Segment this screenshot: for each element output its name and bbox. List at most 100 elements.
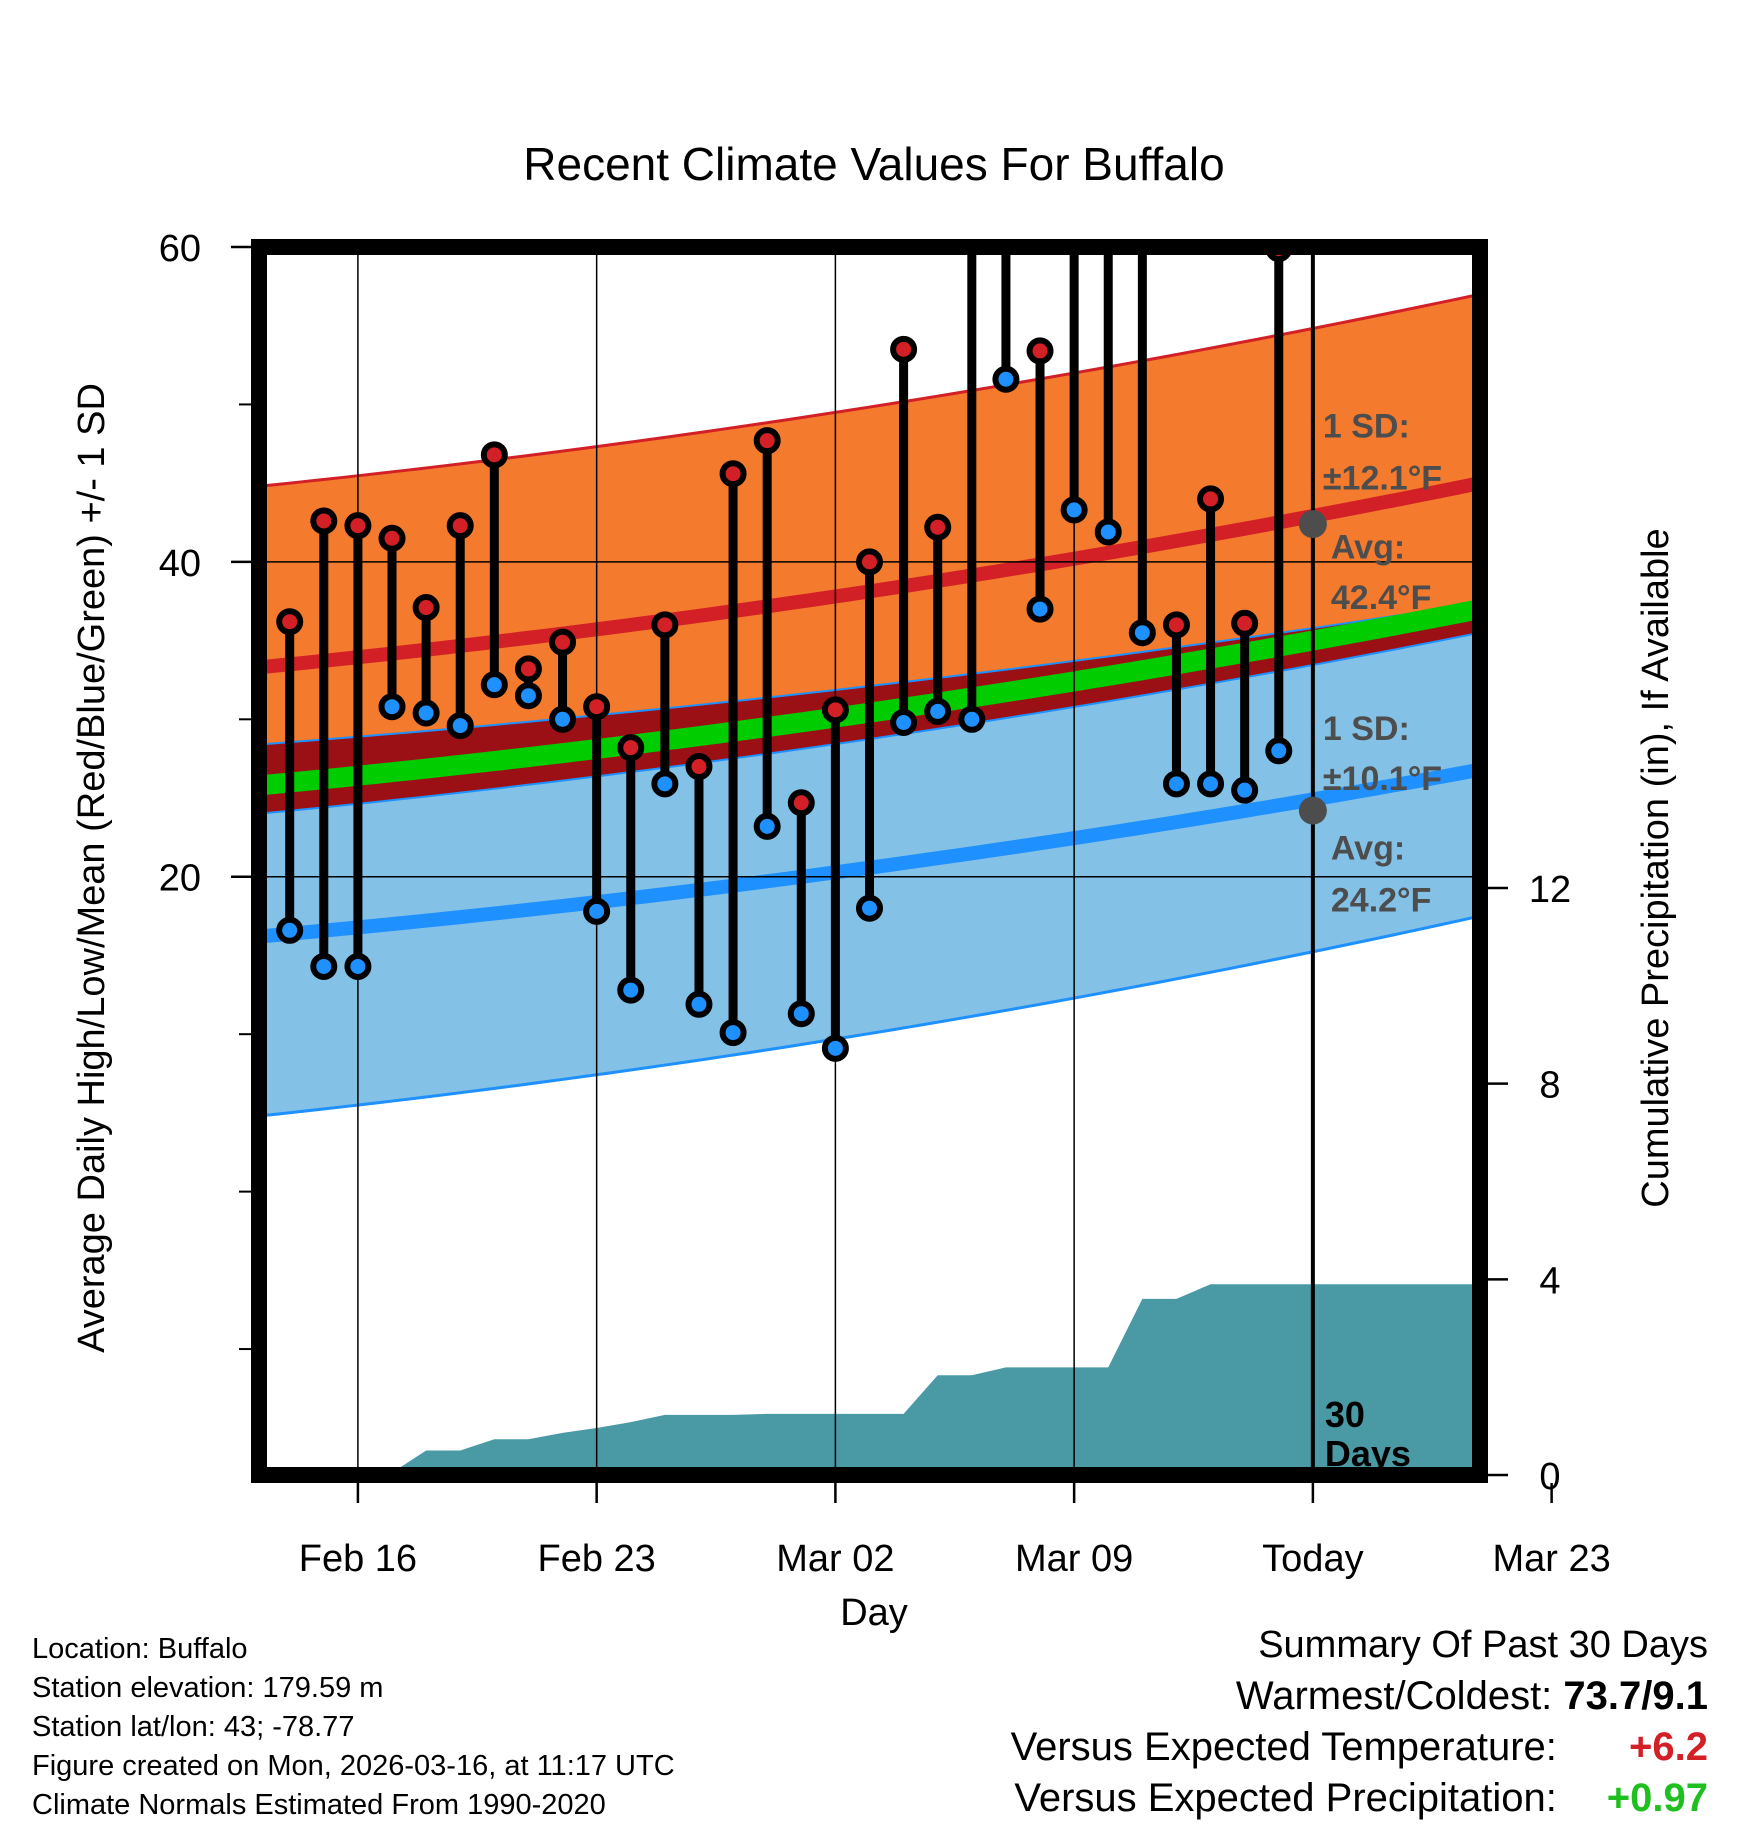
plot-content: 1 SD: ±12.1°F Avg: 42.4°F 1 SD: ±10.1°F Avg: 24… — [259, 21, 1480, 1475]
temp-label: Versus Expected Temperature: — [1010, 1725, 1557, 1769]
high-point — [685, 753, 713, 781]
high-point — [856, 548, 883, 576]
y2-tick-label: 8 — [1539, 1065, 1560, 1107]
summary-panel: Summary Of Past 30 Days Warmest/Coldest:… — [1011, 1620, 1708, 1824]
location-text: Location: Buffalo — [32, 1633, 248, 1665]
low-point — [549, 705, 577, 733]
low-point — [1197, 770, 1225, 798]
x-axis-label: Day — [840, 1592, 908, 1634]
low-point — [344, 952, 372, 980]
high-point — [1162, 611, 1190, 639]
low-point — [890, 708, 918, 736]
high-point — [310, 507, 338, 535]
low-point — [446, 712, 474, 740]
y-tick-label: 60 — [159, 228, 201, 270]
station-info: Location: Buffalo Station elevation: 179… — [32, 1630, 675, 1825]
low-point — [310, 952, 338, 980]
low-point — [1162, 770, 1190, 798]
high-point — [344, 512, 372, 540]
y2-tick-label: 4 — [1539, 1260, 1560, 1302]
low-point — [617, 976, 645, 1004]
high-point — [514, 655, 542, 683]
x-tick-label: Today — [1262, 1538, 1363, 1580]
low-avg-value: 24.2°F — [1331, 881, 1432, 919]
low-point — [821, 1034, 849, 1062]
high-point — [995, 21, 1016, 42]
y-axis-label: Average Daily High/Low/Mean (Red/Blue/Gr… — [71, 383, 113, 1353]
high-point — [924, 513, 952, 541]
warm-cold-value: 73.7/9.1 — [1563, 1674, 1708, 1718]
low-point — [412, 699, 440, 727]
low-point — [958, 705, 986, 733]
high-point — [787, 789, 815, 817]
summary-title: Summary Of Past 30 Days — [1258, 1624, 1708, 1666]
high-sd-value: ±12.1°F — [1323, 459, 1442, 497]
precip-value: +0.97 — [1606, 1776, 1708, 1820]
high-point — [276, 608, 304, 636]
low-point — [276, 916, 304, 944]
chart-title: Recent Climate Values For Buffalo — [523, 138, 1224, 190]
high-point — [719, 460, 747, 488]
low-avg-label: Avg: — [1331, 829, 1405, 867]
low-point — [1265, 737, 1293, 765]
low-avg-marker — [1298, 796, 1327, 825]
high-point — [890, 335, 918, 363]
low-lower-line — [259, 914, 1480, 1118]
high-point — [1026, 337, 1054, 365]
high-point — [480, 441, 508, 469]
high-point — [549, 628, 577, 656]
x-tick-label: Mar 23 — [1492, 1538, 1610, 1580]
low-point — [753, 812, 781, 840]
high-point — [378, 524, 406, 552]
high-point — [651, 611, 679, 639]
high-point — [583, 693, 611, 721]
warm-cold-label: Warmest/Coldest: — [1235, 1674, 1553, 1718]
high-avg-marker — [1298, 510, 1327, 539]
x-tick-label: Mar 02 — [776, 1538, 894, 1580]
high-sd-label: 1 SD: — [1323, 407, 1410, 445]
low-point — [1128, 619, 1156, 647]
temp-row: Versus Expected Temperature: +6.2 — [1011, 1722, 1708, 1773]
low-sd-label: 1 SD: — [1323, 710, 1410, 748]
high-point — [1197, 485, 1225, 513]
precip-label: Versus Expected Precipitation: — [1014, 1776, 1557, 1820]
low-point — [719, 1019, 747, 1047]
high-point — [1064, 118, 1085, 139]
low-point — [992, 365, 1020, 393]
high-point — [1231, 609, 1259, 637]
low-point — [514, 682, 542, 710]
high-point — [617, 734, 645, 762]
low-point — [583, 897, 611, 925]
low-point — [651, 770, 679, 798]
low-point — [1060, 496, 1088, 524]
precip-area — [388, 1284, 1480, 1475]
low-point — [1094, 518, 1122, 546]
y-tick-label: 40 — [159, 543, 201, 585]
low-point — [924, 697, 952, 725]
y2-tick-label: 0 — [1539, 1456, 1560, 1498]
y-tick-label: 20 — [159, 858, 201, 900]
x-tick-label: Feb 23 — [537, 1538, 655, 1580]
temp-value: +6.2 — [1629, 1725, 1708, 1769]
y2-axis-label: Cumulative Precipitation (in), If Availa… — [1635, 528, 1677, 1207]
y2-tick-label: 12 — [1529, 869, 1571, 911]
precip-row: Versus Expected Precipitation: +0.97 — [1011, 1773, 1708, 1824]
created-text: Figure created on Mon, 2026-03-16, at 11… — [32, 1750, 675, 1782]
latlon-text: Station lat/lon: 43; -78.77 — [32, 1711, 355, 1743]
low-point — [480, 671, 508, 699]
low-point — [787, 1000, 815, 1028]
low-point — [856, 894, 883, 922]
high-point — [412, 594, 440, 622]
low-point — [1231, 776, 1259, 804]
low-point — [1026, 595, 1054, 623]
high-point — [1132, 188, 1153, 209]
low-point — [685, 990, 713, 1018]
high-point — [821, 696, 849, 724]
high-avg-value: 42.4°F — [1331, 579, 1432, 617]
high-point — [446, 512, 474, 540]
plot-frame — [251, 239, 1488, 1483]
low-sd-value: ±10.1°F — [1323, 760, 1442, 798]
x-tick-label: Mar 09 — [1015, 1538, 1133, 1580]
x-tick-label: Feb 16 — [299, 1538, 417, 1580]
